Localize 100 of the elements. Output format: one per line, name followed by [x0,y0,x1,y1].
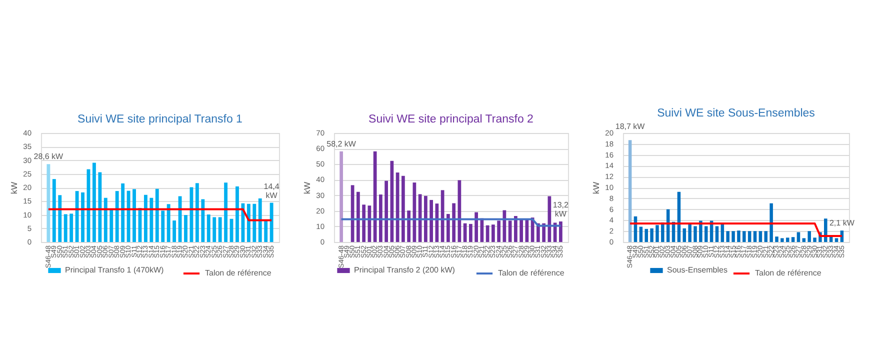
bar [694,226,697,242]
chart-title: Suivi WE site Sous-Ensembles [657,108,816,120]
legend-label: Sous-Ensembles [667,266,728,274]
bar [362,204,366,242]
bar [144,194,148,242]
bar [514,216,518,242]
bar [201,199,205,242]
legend-label: Principal Transfo 2 (200 kW) [354,266,456,274]
bar [115,191,119,242]
bar [172,220,176,242]
bar [474,212,478,242]
bar [132,189,136,242]
bar [126,190,130,242]
bar [252,204,256,242]
bar [58,195,62,242]
bar [682,228,686,242]
bar [184,215,188,242]
bar [64,214,68,242]
bar [639,226,643,242]
bar [246,204,250,242]
bar [206,214,210,242]
bar [195,183,199,242]
bar [808,231,811,242]
bar [407,210,410,242]
chart-title: Suivi WE site principal Transfo 1 [78,114,242,126]
bar [656,225,659,242]
y-axis-title: kW [9,182,20,194]
bar [356,192,360,242]
bar [236,186,239,242]
bar [699,220,702,242]
legend-label: Talon de référence [755,268,822,278]
bar [92,162,96,242]
bar [463,223,467,242]
bar [661,222,664,242]
legend-label: Talon de référence [498,268,565,278]
bar [46,164,50,242]
bar [373,151,377,242]
bar [732,231,735,242]
bar [520,220,523,242]
bar [218,217,222,242]
bar [150,198,154,242]
data-label: 28,6 kW [34,152,64,162]
bar [824,218,828,242]
bar [834,238,838,242]
bar [212,217,216,242]
bar [224,182,228,242]
bar [486,225,490,242]
bar [396,172,400,242]
bar [98,172,102,242]
bar [704,226,708,242]
bar [70,214,74,242]
bar [446,214,450,242]
bar [775,236,778,242]
bar [424,196,428,242]
bar [241,203,245,242]
bar [418,194,422,242]
bar [791,237,795,242]
bar [786,238,790,242]
bar [688,223,692,242]
bar [340,151,343,242]
bar [530,218,534,242]
y-axis-title: kW [302,182,312,194]
data-label: 18,7 kW [615,122,646,131]
bar [497,220,500,242]
bar [75,191,79,242]
data-label: 2,1 kW [829,218,855,228]
bar [753,231,757,242]
bar [644,228,648,242]
legend-label: Principal Transfo 1 (470kW) [65,266,164,274]
bar [166,204,170,242]
bar [258,198,262,242]
bar [270,202,274,242]
data-label: 13,2 kW [552,200,570,218]
bar [430,200,433,242]
chart-title: Suivi WE site principal Transfo 2 [368,114,534,126]
bar [52,179,56,242]
data-label: 14,4 kW [264,182,280,200]
bar [764,231,768,242]
bar [650,228,654,242]
bar [742,231,746,242]
bar [748,231,752,242]
bar [264,220,268,242]
data-label: 58,2 kW [326,139,356,148]
bar [726,231,730,242]
y-axis-title: kW [591,182,602,194]
bar [715,226,719,242]
bar [350,185,354,242]
bar [559,221,562,242]
bar [155,188,159,242]
bar [110,210,114,242]
bar [770,203,773,242]
bar [402,176,405,242]
bar [813,238,816,242]
bar [628,140,632,242]
legend-label: Talon de référence [205,268,272,278]
bar [161,210,165,242]
bar [384,180,388,242]
bar [796,232,800,242]
bar [121,183,125,242]
bar [469,224,472,242]
